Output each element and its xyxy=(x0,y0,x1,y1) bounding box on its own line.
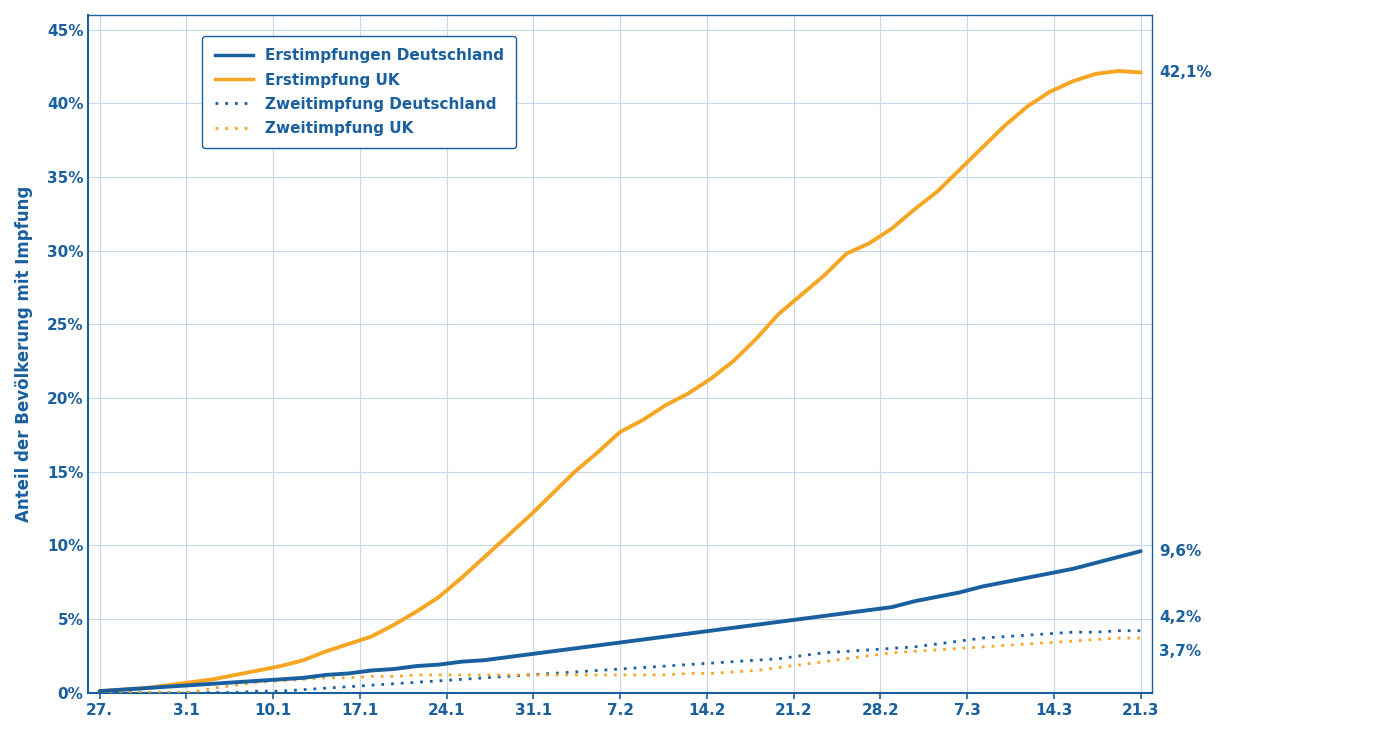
Y-axis label: Anteil der Bevölkerung mit Impfung: Anteil der Bevölkerung mit Impfung xyxy=(15,185,33,522)
Legend: Erstimpfungen Deutschland, Erstimpfung UK, Zweitimpfung Deutschland, Zweitimpfun: Erstimpfungen Deutschland, Erstimpfung U… xyxy=(202,36,516,148)
Text: 4,2%: 4,2% xyxy=(1158,610,1202,625)
Text: 9,6%: 9,6% xyxy=(1158,544,1202,559)
Text: 42,1%: 42,1% xyxy=(1158,65,1211,80)
Text: 3,7%: 3,7% xyxy=(1158,644,1202,659)
